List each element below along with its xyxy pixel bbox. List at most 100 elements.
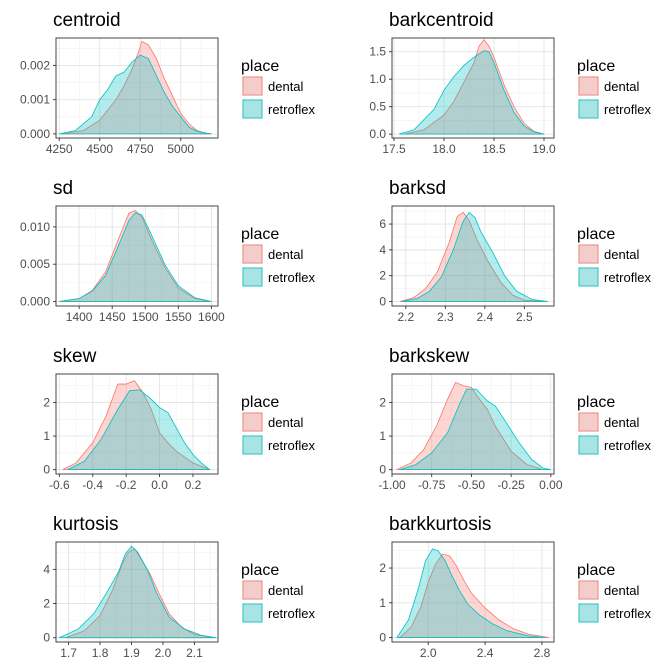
legend-key-background — [578, 267, 599, 287]
x-tick-label: 1450 — [99, 310, 126, 324]
legend-key-dental — [242, 244, 263, 264]
legend-label-dental: dental — [268, 415, 304, 430]
plot-border — [55, 373, 219, 475]
legend-label-dental: dental — [604, 79, 640, 94]
legend-title: place — [577, 394, 615, 411]
chart-centroid: centroid 4250 4500 4750 5000 0.000 0.001 0.002 p… — [20, 10, 315, 156]
legend-key-dental — [242, 76, 263, 96]
x-tick-label: 2.2 — [397, 310, 414, 324]
panel-kurtosis: kurtosis 1.7 1.8 1.9 2.0 2.1 0 2 4 place dental ret… — [0, 504, 336, 672]
legend-key-retroflex — [578, 603, 599, 623]
legend-key-retroflex — [242, 435, 263, 455]
density-area-dental — [399, 211, 545, 302]
x-tick-label: 0.00 — [539, 478, 563, 492]
legend-key-dental — [242, 580, 263, 600]
chart-title: kurtosis — [53, 514, 118, 535]
legend-key-dental — [578, 244, 599, 264]
x-tick-label: -0.25 — [497, 478, 525, 492]
legend-key-background — [578, 76, 599, 96]
legend-label-retroflex: retroflex — [268, 270, 315, 285]
y-tick-label: 1 — [379, 596, 386, 610]
x-tick-label: 1.8 — [92, 646, 109, 660]
density-area-retroflex — [58, 545, 217, 639]
chart-title: barkcentroid — [389, 10, 494, 31]
legend-label-dental: dental — [268, 79, 304, 94]
x-tick-label: 2.1 — [186, 646, 203, 660]
legend-key-retroflex — [578, 99, 599, 119]
plot-background — [56, 374, 218, 474]
legend-key-background — [242, 244, 263, 264]
legend-title: place — [241, 394, 279, 411]
density-area-retroflex — [59, 212, 212, 302]
y-tick-label: 1 — [43, 429, 50, 443]
legend-key-retroflex — [242, 267, 263, 287]
x-tick-label: 18.0 — [432, 142, 456, 156]
panel-barkskew: barkskew -1.00 -0.75 -0.50 -0.25 0.00 0 1 2 place… — [336, 336, 672, 504]
legend-key-dental — [578, 580, 599, 600]
panel-barksd: barksd 2.2 2.3 2.4 2.5 0 2 4 6 place dental retrofl… — [336, 168, 672, 336]
y-tick-label: 4 — [379, 243, 386, 257]
legend-key-background — [578, 99, 599, 119]
x-tick-label: -0.6 — [49, 478, 70, 492]
x-tick-label: 0.0 — [151, 478, 168, 492]
y-tick-label: 6 — [379, 217, 386, 231]
chart-barkskew: barkskew -1.00 -0.75 -0.50 -0.25 0.00 0 1 2 place… — [378, 346, 651, 492]
density-area-retroflex — [59, 54, 212, 135]
plot-background — [56, 542, 218, 642]
density-area-retroflex — [401, 211, 549, 302]
legend-key-background — [578, 603, 599, 623]
plot-border — [391, 37, 555, 139]
y-tick-label: 2 — [379, 396, 386, 410]
legend-label-retroflex: retroflex — [604, 102, 651, 117]
legend-key-background — [578, 412, 599, 432]
y-tick-label: 2 — [43, 396, 50, 410]
y-tick-label: 1.5 — [369, 45, 386, 59]
y-tick-label: 0.5 — [369, 100, 386, 114]
legend-key-retroflex — [242, 99, 263, 119]
plot-border — [55, 37, 219, 139]
y-tick-label: 0.0 — [369, 127, 386, 141]
y-tick-label: 0.001 — [20, 93, 50, 107]
chart-kurtosis: kurtosis 1.7 1.8 1.9 2.0 2.1 0 2 4 place dental ret… — [43, 514, 315, 660]
legend-label-dental: dental — [604, 415, 640, 430]
legend-label-retroflex: retroflex — [604, 606, 651, 621]
legend-key-dental — [578, 412, 599, 432]
x-tick-label: 18.5 — [482, 142, 506, 156]
x-tick-label: 1600 — [198, 310, 225, 324]
panel-skew: skew -0.6 -0.4 -0.2 0.0 0.2 0 1 2 place dental retr… — [0, 336, 336, 504]
density-area-retroflex — [399, 388, 551, 471]
legend-key-background — [242, 99, 263, 119]
x-tick-label: 2.8 — [534, 646, 551, 660]
chart-title: barksd — [389, 178, 446, 199]
legend-key-dental — [242, 412, 263, 432]
x-tick-label: 5000 — [167, 142, 194, 156]
chart-skew: skew -0.6 -0.4 -0.2 0.0 0.2 0 1 2 place dental retr… — [43, 346, 315, 492]
legend-label-retroflex: retroflex — [604, 438, 651, 453]
y-tick-label: 0 — [379, 630, 386, 644]
y-tick-label: 0 — [379, 463, 386, 477]
legend-title: place — [241, 562, 279, 579]
x-tick-label: 1.7 — [60, 646, 77, 660]
chart-barkkurtosis: barkkurtosis 2.0 2.4 2.8 0 1 2 place dental retro… — [379, 514, 651, 660]
legend-title: place — [577, 58, 615, 75]
chart-title: barkkurtosis — [389, 514, 491, 535]
plot-border — [55, 541, 219, 643]
x-tick-label: 1400 — [66, 310, 93, 324]
y-tick-label: 0.002 — [20, 58, 50, 72]
legend-title: place — [241, 58, 279, 75]
legend-key-background — [242, 267, 263, 287]
x-tick-label: 19.0 — [532, 142, 556, 156]
legend-key-background — [242, 76, 263, 96]
density-area-dental — [62, 40, 212, 135]
legend-title: place — [577, 562, 615, 579]
legend-label-dental: dental — [604, 583, 640, 598]
legend-title: place — [577, 226, 615, 243]
density-area-dental — [398, 553, 550, 638]
x-tick-label: 2.4 — [477, 646, 494, 660]
legend-label-dental: dental — [268, 583, 304, 598]
y-tick-label: 0 — [379, 294, 386, 308]
plot-border — [391, 205, 555, 307]
plot-border — [55, 205, 219, 307]
chart-barksd: barksd 2.2 2.3 2.4 2.5 0 2 4 6 place dental retrofl… — [379, 178, 651, 324]
panel-barkcentroid: barkcentroid 17.5 18.0 18.5 19.0 0.0 0.5 1.0 1.5… — [336, 0, 672, 168]
